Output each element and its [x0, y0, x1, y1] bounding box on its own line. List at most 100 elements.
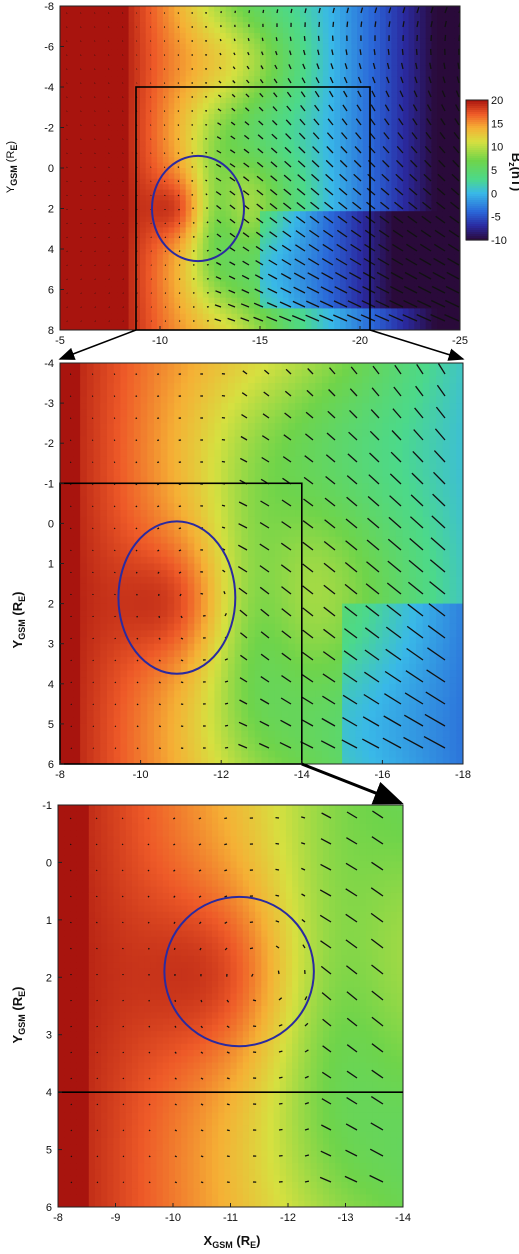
flow-vector [406, 229, 418, 238]
bz-cell [340, 254, 347, 261]
bz-cell [271, 243, 278, 250]
bz-cell [448, 54, 455, 61]
bz-cell [105, 292, 113, 299]
colorbar-swatch [466, 120, 488, 123]
bz-cell [311, 303, 318, 309]
bz-cell [282, 184, 290, 191]
bz-cell [105, 103, 113, 110]
x-tick-label: -20 [352, 335, 368, 347]
bz-cell [368, 135, 375, 142]
bz-cell [282, 6, 290, 12]
flow-vector [458, 8, 460, 14]
flow-vector [256, 161, 264, 168]
bz-cell [322, 76, 330, 83]
bz-cell [145, 297, 153, 304]
flow-vector [242, 246, 250, 252]
bz-cell [185, 124, 193, 131]
bz-cell [437, 124, 444, 131]
bz-cell [180, 222, 187, 228]
bz-cell [214, 11, 221, 18]
flow-vector [229, 176, 236, 182]
bz-cell [374, 168, 381, 174]
bz-cell [225, 168, 233, 174]
bz-cell [140, 195, 147, 201]
bz-cell [260, 124, 267, 131]
bz-cell [157, 216, 164, 223]
bz-cell [357, 211, 364, 218]
bz-cell [185, 168, 193, 174]
colorbar-swatch [466, 134, 488, 137]
bz-cell [105, 135, 113, 142]
bz-cell [134, 168, 141, 174]
bz-cell [420, 297, 427, 304]
bz-cell [414, 200, 421, 207]
bz-cell [397, 168, 404, 174]
bz-cell [340, 227, 347, 234]
bz-cell [254, 87, 261, 93]
bz-cell [105, 173, 113, 180]
bz-cell [242, 308, 250, 315]
bz-cell [282, 270, 290, 277]
bz-cell [111, 303, 118, 309]
bz-cell [362, 22, 370, 29]
bz-cell [208, 232, 215, 239]
bz-cell [420, 135, 427, 142]
bz-cell [162, 65, 170, 72]
bz-cell [140, 76, 147, 83]
bz-cell [300, 222, 307, 228]
bz-cell [271, 276, 278, 282]
bz-cell [397, 49, 404, 56]
bz-cell [134, 254, 141, 261]
bz-cell [437, 70, 444, 77]
flow-vector [340, 146, 348, 154]
bz-cell [448, 33, 455, 39]
bz-cell [122, 11, 130, 18]
bz-cell [117, 292, 124, 299]
bz-cell [311, 254, 318, 261]
bz-cell [340, 141, 347, 147]
bz-cell [242, 157, 250, 164]
bz-cell [197, 43, 204, 50]
bz-cell [448, 119, 455, 126]
bz-cell [265, 135, 273, 142]
bz-cell [117, 308, 124, 315]
bz-cell [317, 76, 324, 83]
bz-cell [437, 243, 444, 250]
bz-cell [294, 232, 301, 239]
bz-cell [185, 184, 193, 191]
bz-cell [128, 243, 135, 250]
bz-cell [134, 124, 141, 131]
bz-cell [328, 254, 335, 261]
bz-cell [231, 6, 238, 12]
bz-cell [334, 146, 341, 153]
bz-cell [300, 87, 307, 93]
bz-cell [317, 184, 324, 191]
bz-cell [128, 130, 135, 137]
bz-cell [414, 60, 421, 66]
bz-cell [265, 70, 273, 77]
bz-cell [231, 195, 238, 201]
flow-vector [382, 145, 390, 154]
bz-cell [420, 292, 427, 299]
bz-cell [391, 227, 398, 234]
bz-cell [374, 130, 381, 137]
bz-cell [408, 81, 415, 88]
flow-vector [354, 146, 362, 154]
bz-cell [117, 27, 124, 34]
bz-cell [385, 97, 393, 104]
bz-cell [454, 49, 460, 56]
bz-cell [351, 130, 358, 137]
bz-cell [334, 81, 341, 88]
bz-cell [328, 227, 335, 234]
bz-cell [145, 232, 153, 239]
bz-cell [117, 97, 124, 104]
bz-cell [260, 87, 267, 93]
bz-cell [231, 189, 238, 196]
bz-cell [185, 54, 193, 61]
bz-cell [111, 76, 118, 83]
bz-cell [442, 103, 450, 110]
bz-cell [117, 276, 124, 282]
bz-cell [214, 119, 221, 126]
bz-cell [322, 249, 330, 255]
bz-cell [128, 313, 135, 320]
